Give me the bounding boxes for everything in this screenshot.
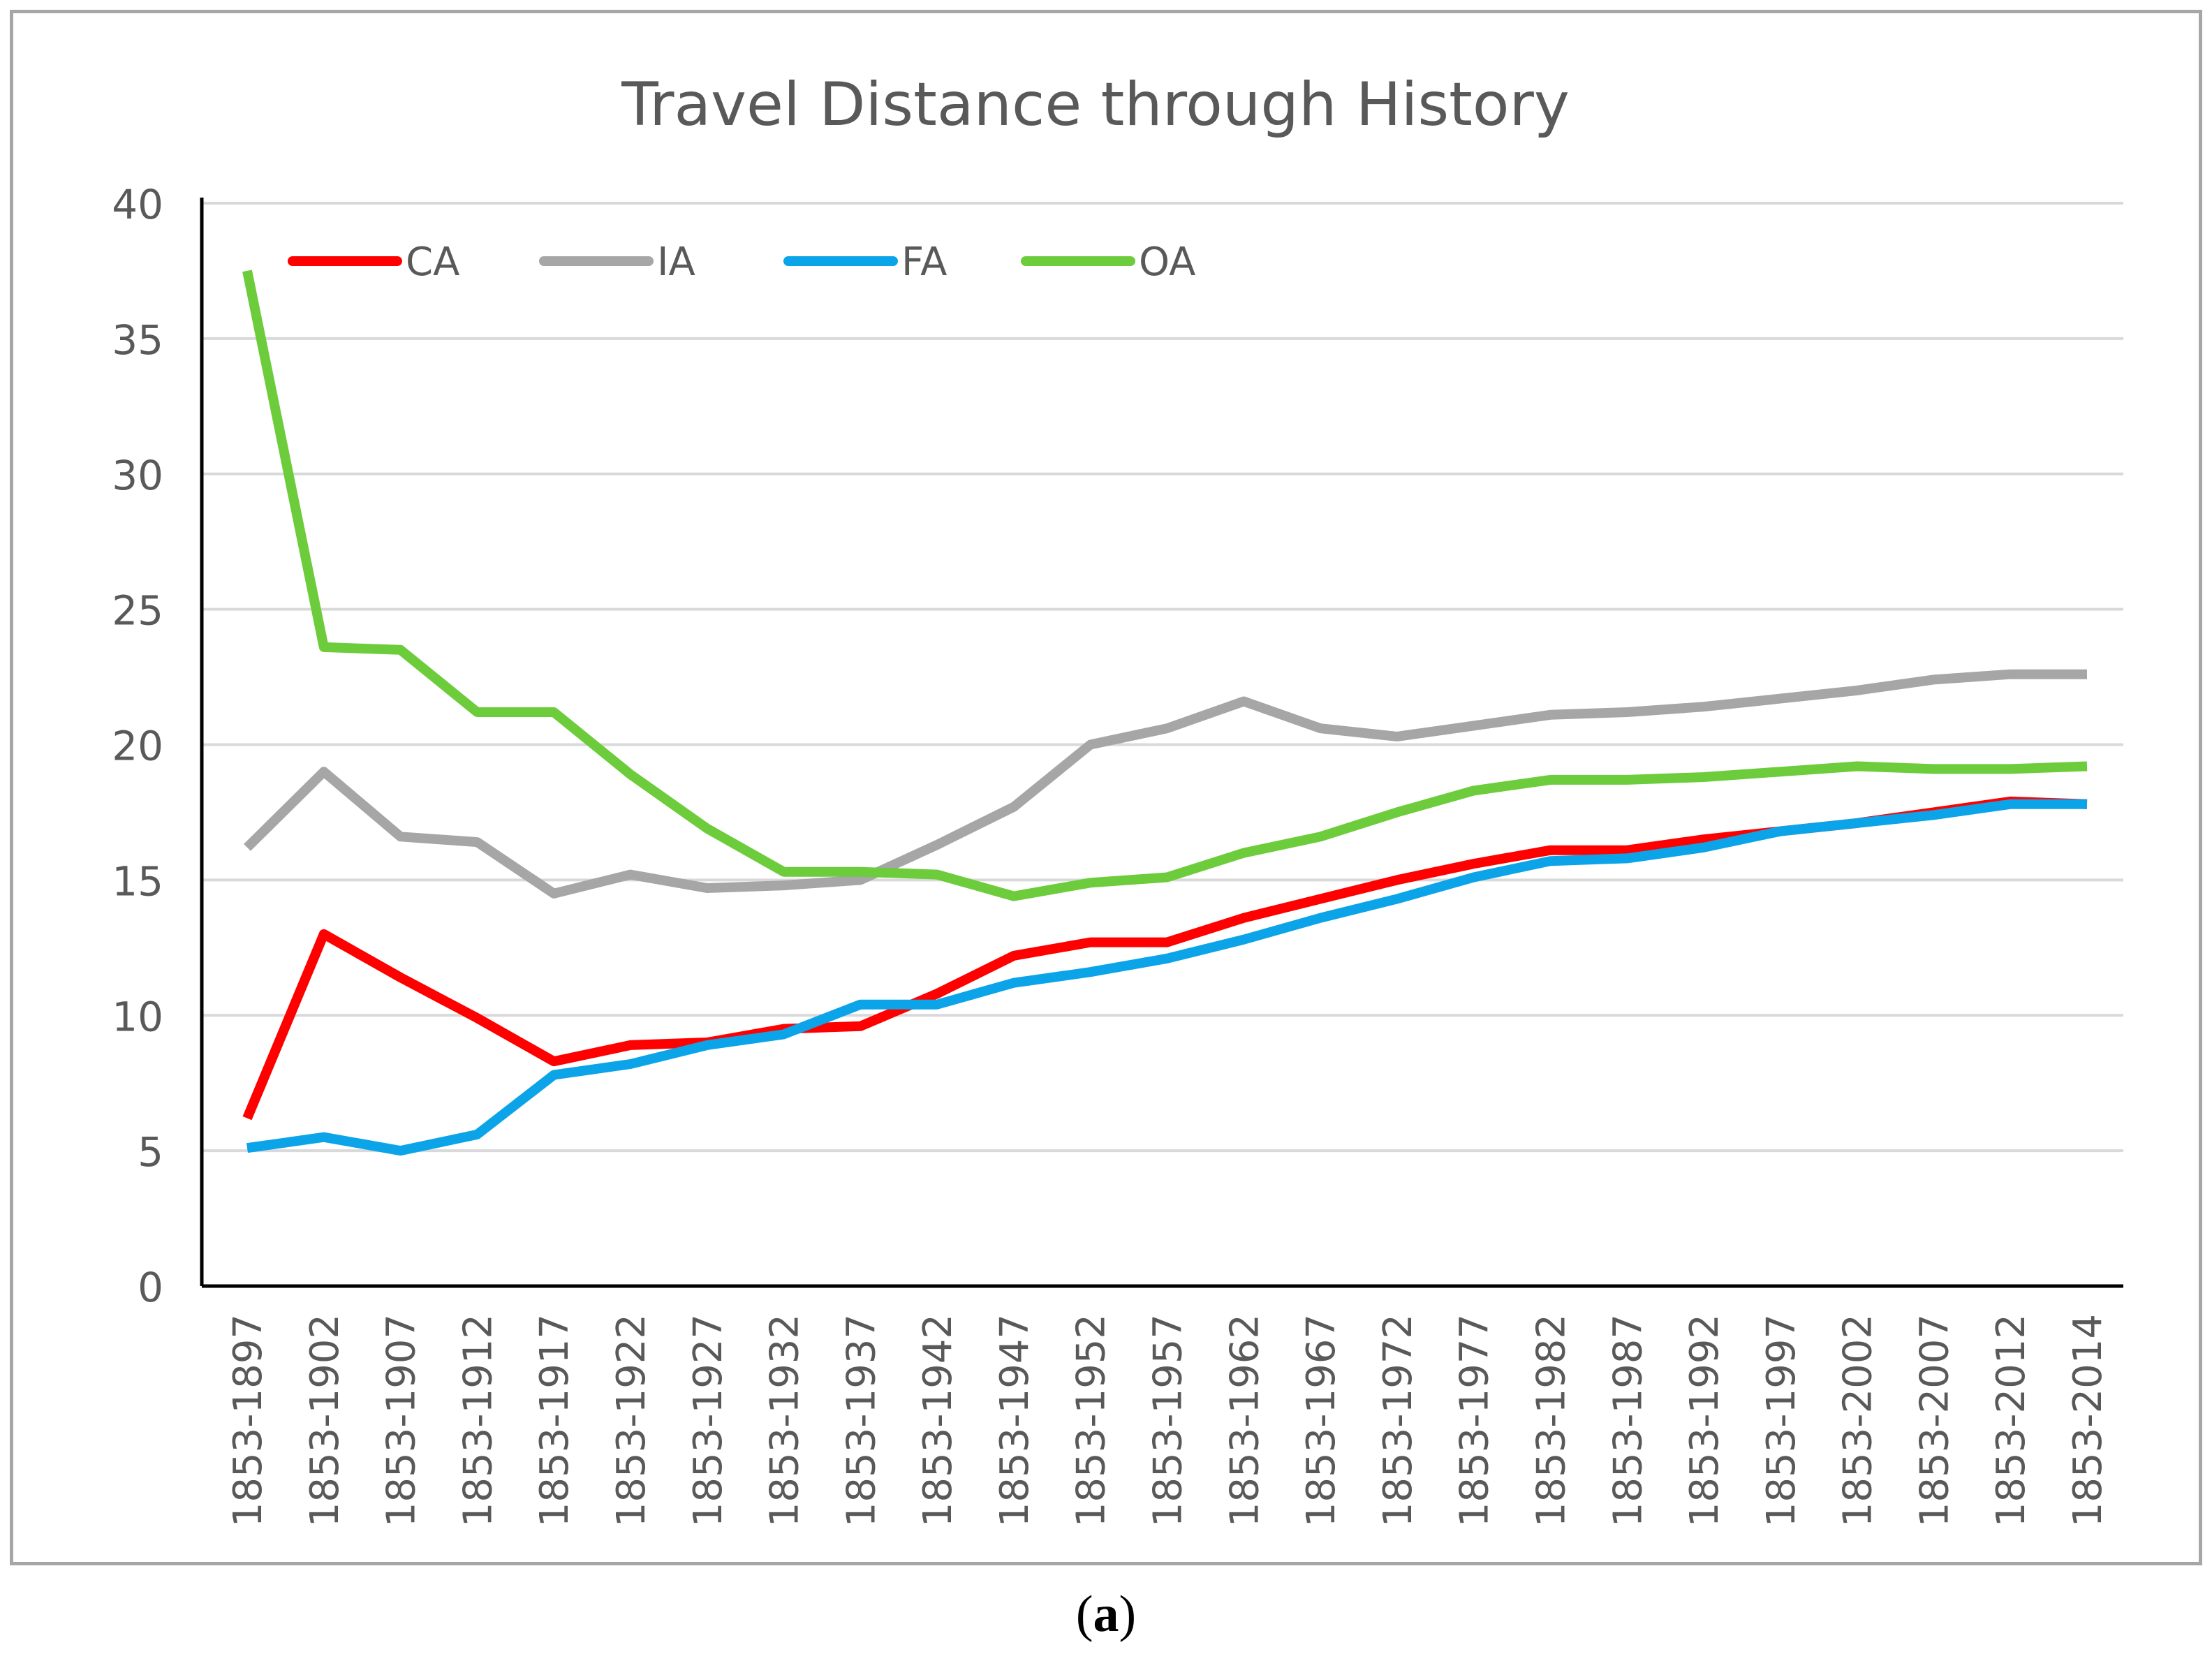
series-line-ia: [244, 669, 2087, 899]
y-tick-label-35: 35: [112, 316, 163, 364]
caption-open: (: [1075, 1586, 1093, 1643]
x-tick-label-1853-1897: 1853-1897: [226, 1314, 271, 1527]
legend-label-ca: CA: [406, 239, 459, 285]
axes: [200, 198, 2123, 1288]
y-tick-label-30: 30: [112, 452, 163, 499]
series-line-oa: [242, 270, 2088, 901]
figure-caption: (a): [0, 1585, 2212, 1644]
x-axis-tick-labels: 1853-1897 1853-1902 1853-1907 1853-1912 1853…: [226, 1314, 2111, 1527]
x-tick-label-1853-1977: 1853-1977: [1452, 1314, 1498, 1527]
x-tick-label-1853-1992: 1853-1992: [1682, 1314, 1727, 1527]
legend: CA IA FA OA: [288, 239, 1195, 285]
y-tick-label-15: 15: [112, 857, 163, 905]
x-tick-label-1853-1912: 1853-1912: [455, 1314, 501, 1527]
x-tick-label-1853-2002: 1853-2002: [1836, 1314, 1881, 1527]
x-tick-label-1853-1927: 1853-1927: [686, 1314, 731, 1527]
x-tick-label-1853-1917: 1853-1917: [532, 1314, 577, 1527]
chart-frame: Travel Distance through History 0 5 10 15 20…: [10, 10, 2202, 1565]
y-axis-tick-labels: 0 5 10 15 20 25 30 35 40: [112, 181, 163, 1311]
x-tick-label-1853-1957: 1853-1957: [1146, 1314, 1191, 1527]
legend-label-fa: FA: [901, 239, 947, 285]
x-tick-label-1853-1952: 1853-1952: [1069, 1314, 1114, 1527]
x-tick-label-1853-1932: 1853-1932: [762, 1314, 808, 1527]
x-tick-label-1853-1947: 1853-1947: [992, 1314, 1038, 1527]
x-tick-label-1853-1997: 1853-1997: [1759, 1314, 1804, 1527]
x-tick-label-1853-1982: 1853-1982: [1528, 1314, 1574, 1527]
x-tick-label-1853-1967: 1853-1967: [1299, 1314, 1344, 1527]
caption-close: ): [1119, 1586, 1137, 1643]
chart-title: Travel Distance through History: [621, 70, 1570, 140]
legend-label-oa: OA: [1139, 239, 1195, 285]
series-line-fa: [246, 799, 2087, 1156]
y-tick-label-10: 10: [112, 993, 163, 1040]
x-tick-label-1853-1987: 1853-1987: [1605, 1314, 1651, 1527]
y-tick-label-20: 20: [112, 723, 163, 770]
series-lines: [242, 270, 2088, 1156]
x-tick-label-1853-1922: 1853-1922: [609, 1314, 654, 1527]
y-tick-label-40: 40: [112, 181, 163, 228]
x-tick-label-1853-1907: 1853-1907: [379, 1314, 425, 1527]
x-tick-label-1853-1942: 1853-1942: [915, 1314, 961, 1527]
y-tick-label-25: 25: [112, 587, 163, 635]
gridlines: [202, 202, 2123, 1153]
caption-letter: a: [1093, 1586, 1119, 1643]
line-chart: Travel Distance through History 0 5 10 15 20…: [112, 70, 2123, 1527]
x-tick-label-1853-2007: 1853-2007: [1912, 1314, 1957, 1527]
x-tick-label-1853-1937: 1853-1937: [839, 1314, 884, 1527]
x-tick-label-1853-2014: 1853-2014: [2065, 1314, 2111, 1527]
x-tick-label-1853-1902: 1853-1902: [302, 1314, 348, 1527]
x-tick-label-1853-1962: 1853-1962: [1222, 1314, 1267, 1527]
y-tick-label-0: 0: [138, 1264, 163, 1311]
y-tick-label-5: 5: [138, 1128, 163, 1176]
x-tick-label-1853-2012: 1853-2012: [1989, 1314, 2034, 1527]
legend-label-ia: IA: [657, 239, 695, 285]
x-tick-label-1853-1972: 1853-1972: [1376, 1314, 1421, 1527]
